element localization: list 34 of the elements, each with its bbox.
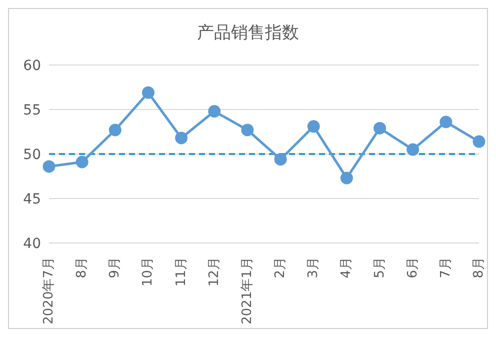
x-tick-label: 2月	[273, 257, 288, 278]
x-tick-label: 6月	[405, 257, 420, 278]
chart-title: 产品销售指数	[196, 22, 300, 45]
x-tick-label: 9月	[108, 257, 123, 278]
point	[142, 86, 154, 99]
point	[340, 172, 353, 184]
point	[175, 132, 188, 144]
x-tick-label: 3月	[306, 257, 322, 278]
y-tick-label: 50	[23, 146, 41, 163]
point	[440, 116, 452, 128]
point	[374, 122, 386, 134]
y-tick-label: 55	[23, 102, 41, 118]
point	[241, 124, 254, 136]
x-tick-label: 2021年1月	[240, 257, 255, 324]
point	[307, 120, 320, 133]
y-tick-label: 45	[23, 191, 41, 208]
point	[42, 160, 56, 173]
x-tick-label: 8月	[472, 257, 486, 278]
point	[274, 153, 287, 166]
x-tick-label: 4月	[339, 257, 354, 278]
x-tick-label: 2020年7月	[42, 257, 56, 324]
x-tick-label: 12月	[206, 257, 222, 287]
point	[76, 156, 88, 168]
point	[108, 124, 122, 136]
x-tick-label: 8月	[74, 257, 90, 278]
point	[472, 135, 486, 148]
x-tick-label: 10月	[140, 257, 156, 287]
y-tick-label: 40	[23, 236, 41, 252]
x-tick-label: 5月	[372, 257, 388, 278]
point	[208, 105, 221, 118]
x-tick-label: 11月	[174, 257, 189, 287]
x-tick-label: 7月	[438, 257, 454, 278]
y-tick-label: 60	[23, 58, 41, 74]
point	[406, 143, 420, 156]
